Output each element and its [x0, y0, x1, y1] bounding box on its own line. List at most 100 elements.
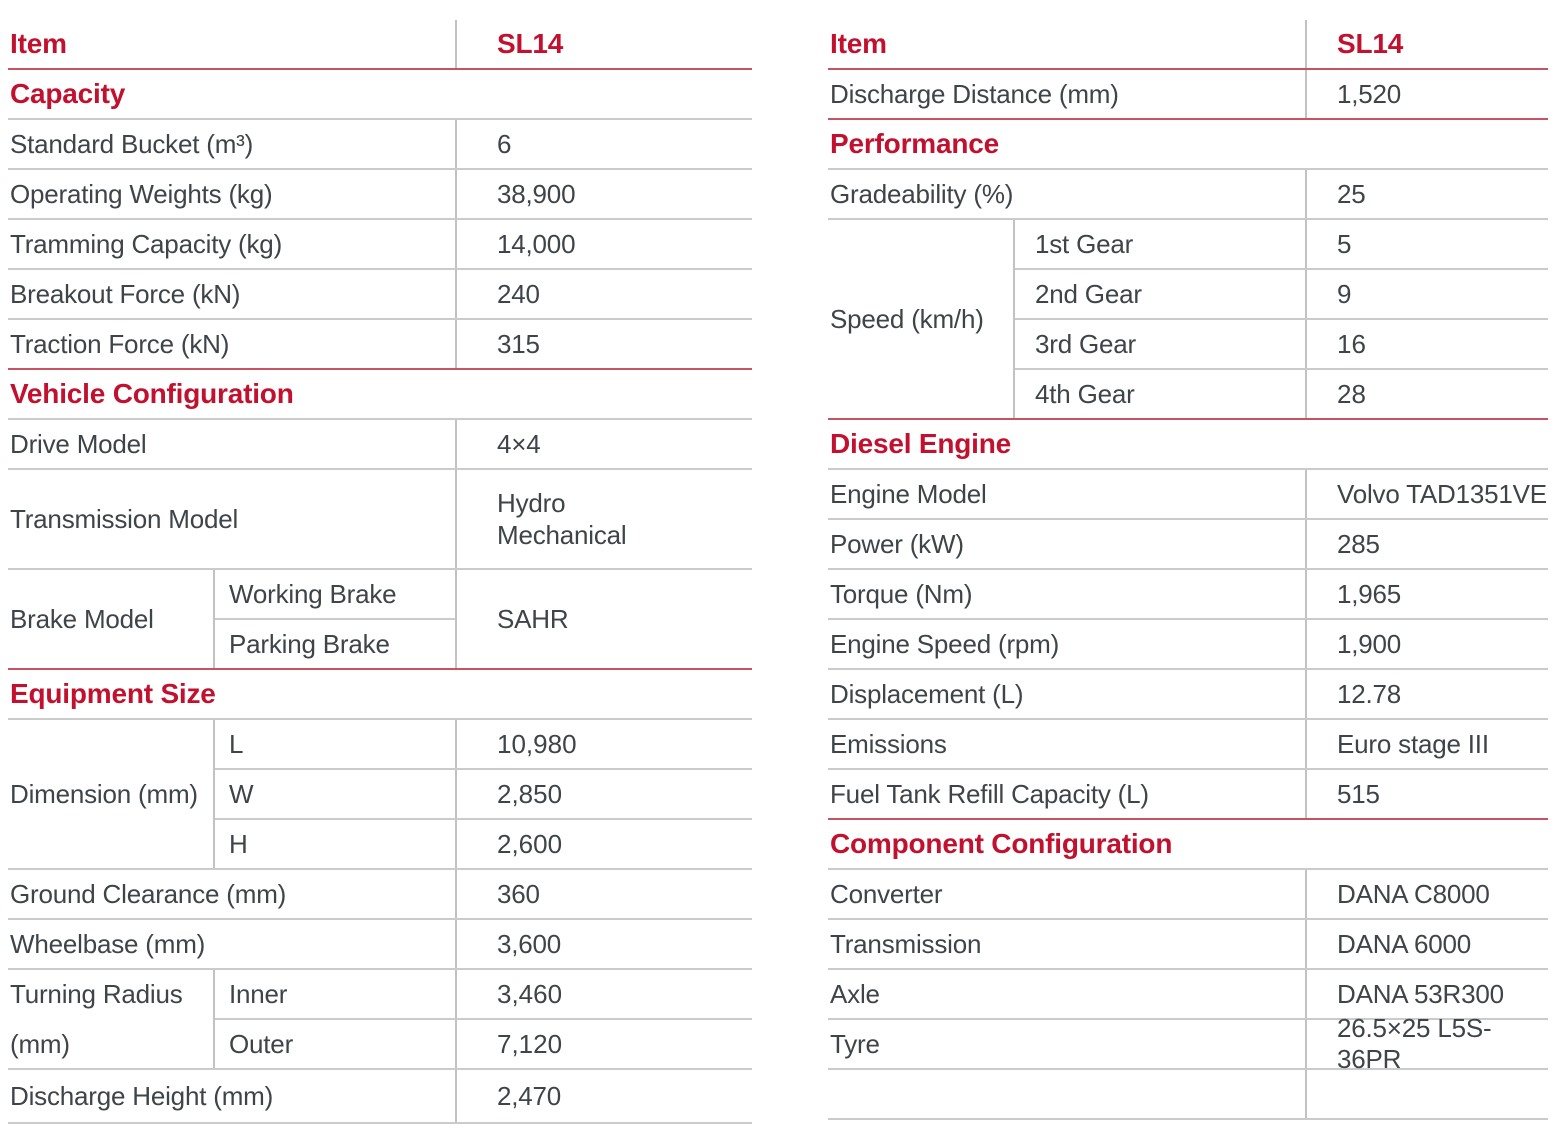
sub-row: H 2,600 [215, 820, 752, 868]
row-label: Displacement (L) [830, 678, 1024, 709]
row-label: Emissions [830, 728, 947, 759]
row-value: Volvo TAD1351VE [1305, 470, 1548, 518]
section-title: Performance [830, 128, 999, 159]
sub-row-label: Parking Brake [229, 628, 390, 659]
sub-row-value: 10,980 [455, 720, 752, 768]
section-row-capacity: Capacity [8, 70, 752, 120]
row-label: Tyre [830, 1028, 880, 1059]
sub-column: Inner 3,460 Outer 7,120 [215, 970, 752, 1068]
sub-row-label: W [229, 778, 254, 809]
row-label: Operating Weights (kg) [10, 178, 273, 209]
sub-row-label: 1st Gear [1035, 228, 1134, 259]
spec-row-merged: Speed (km/h) 1st Gear 5 2nd Gear 9 3rd G… [828, 220, 1548, 420]
sub-row-value: 3,460 [455, 970, 752, 1018]
row-label: Fuel Tank Refill Capacity (L) [830, 778, 1149, 809]
row-value: 285 [1305, 520, 1548, 568]
sub-row: 1st Gear 5 [1015, 220, 1548, 270]
row-label: Engine Speed (rpm) [830, 628, 1060, 659]
table-header-row: Item SL14 [8, 20, 752, 70]
spec-row: Tyre 26.5×25 L5S-36PR [828, 1013, 1548, 1074]
sub-row: W 2,850 [215, 770, 752, 820]
row-label: Wheelbase (mm) [10, 928, 206, 959]
section-row-equipment-size: Equipment Size [8, 670, 752, 720]
column-header-item: Item [830, 28, 887, 59]
row-label: Breakout Force (kN) [10, 278, 241, 309]
sub-row-label: 2nd Gear [1035, 278, 1142, 309]
spec-row: Discharge Height (mm) 2,470 [8, 1070, 752, 1124]
spec-row: Power (kW) 285 [828, 520, 1548, 570]
spec-row: Transmission DANA 6000 [828, 920, 1548, 970]
row-value [1305, 1070, 1548, 1118]
sub-row-label: 3rd Gear [1035, 328, 1137, 359]
spec-row: Converter DANA C8000 [828, 870, 1548, 920]
row-value: 3,600 [455, 920, 752, 968]
spec-row: Transmission Model Hydro Mechanical [8, 470, 752, 570]
spec-row: Drive Model 4×4 [8, 420, 752, 470]
spec-row: Operating Weights (kg) 38,900 [8, 170, 752, 220]
spec-row: Traction Force (kN) 315 [8, 320, 752, 370]
spec-row: Torque (Nm) 1,965 [828, 570, 1548, 620]
sub-row-value: 2,600 [455, 820, 752, 868]
row-label: Standard Bucket (m³) [10, 128, 254, 159]
spec-row: Axle DANA 53R300 [828, 970, 1548, 1020]
sub-column: L 10,980 W 2,850 H 2,600 [215, 720, 752, 868]
column-header-model: SL14 [1305, 20, 1548, 68]
spec-row-merged: Brake Model Working Brake Parking Brake … [8, 570, 752, 670]
row-label: Torque (Nm) [830, 578, 973, 609]
spec-row-merged: Dimension (mm) L 10,980 W 2,850 H 2,600 [8, 720, 752, 870]
row-value: 25 [1305, 170, 1548, 218]
spec-row: Emissions Euro stage III [828, 720, 1548, 770]
row-value: Euro stage III [1305, 720, 1548, 768]
sub-row: Inner 3,460 [215, 970, 752, 1020]
row-value: DANA C8000 [1305, 870, 1548, 918]
row-label [828, 1070, 1305, 1118]
sub-row-label: H [229, 828, 248, 859]
row-value: 1,520 [1305, 70, 1548, 118]
row-value: 240 [455, 270, 752, 318]
section-title: Vehicle Configuration [10, 378, 294, 409]
sub-row: 3rd Gear 16 [1015, 320, 1548, 370]
sub-row-label: Outer [229, 1028, 294, 1059]
table-header-row: Item SL14 [828, 20, 1548, 70]
right-spec-table: Item SL14 Discharge Distance (mm) 1,520 … [828, 20, 1548, 1120]
row-label: Discharge Height (mm) [10, 1080, 274, 1111]
row-value: 1,965 [1305, 570, 1548, 618]
sub-row-label: Inner [229, 978, 288, 1009]
spec-row: Discharge Distance (mm) 1,520 [828, 70, 1548, 120]
sub-row: L 10,980 [215, 720, 752, 770]
section-title: Equipment Size [10, 678, 216, 709]
sub-row-value: 16 [1305, 320, 1548, 368]
spec-row: Engine Model Volvo TAD1351VE [828, 470, 1548, 520]
row-value: 14,000 [455, 220, 752, 268]
left-spec-table: Item SL14 Capacity Standard Bucket (m³) … [8, 20, 752, 1124]
row-value: 12.78 [1305, 670, 1548, 718]
row-value: DANA 53R300 [1305, 970, 1548, 1018]
spec-row: Wheelbase (mm) 3,600 [8, 920, 752, 970]
spec-row: Ground Clearance (mm) 360 [8, 870, 752, 920]
row-value: 1,900 [1305, 620, 1548, 668]
sub-column: Working Brake Parking Brake [215, 570, 455, 668]
sub-row: 4th Gear 28 [1015, 370, 1548, 418]
sub-row: Working Brake [215, 570, 455, 620]
sub-row: Parking Brake [215, 620, 455, 668]
row-value: 6 [455, 120, 752, 168]
row-label: Tramming Capacity (kg) [10, 228, 283, 259]
row-value: 38,900 [455, 170, 752, 218]
spec-row: Standard Bucket (m³) 6 [8, 120, 752, 170]
sub-row-value: 28 [1305, 370, 1548, 418]
row-label: Drive Model [10, 428, 147, 459]
row-label: Speed (km/h) [828, 220, 1015, 418]
row-value-text: Hydro Mechanical [497, 488, 627, 550]
row-label: Gradeability (%) [830, 178, 1014, 209]
row-value: SAHR [455, 570, 752, 668]
sub-row-value: 7,120 [455, 1020, 752, 1068]
row-value: 26.5×25 L5S-36PR [1305, 1013, 1548, 1074]
row-value: 4×4 [455, 420, 752, 468]
sub-row-value: 9 [1305, 270, 1548, 318]
row-value: Hydro Mechanical [455, 470, 752, 568]
row-label: Traction Force (kN) [10, 328, 230, 359]
row-label: Ground Clearance (mm) [10, 878, 287, 909]
spec-row-empty [828, 1070, 1548, 1120]
sub-row-label: 4th Gear [1035, 378, 1135, 409]
section-title: Diesel Engine [830, 428, 1012, 459]
